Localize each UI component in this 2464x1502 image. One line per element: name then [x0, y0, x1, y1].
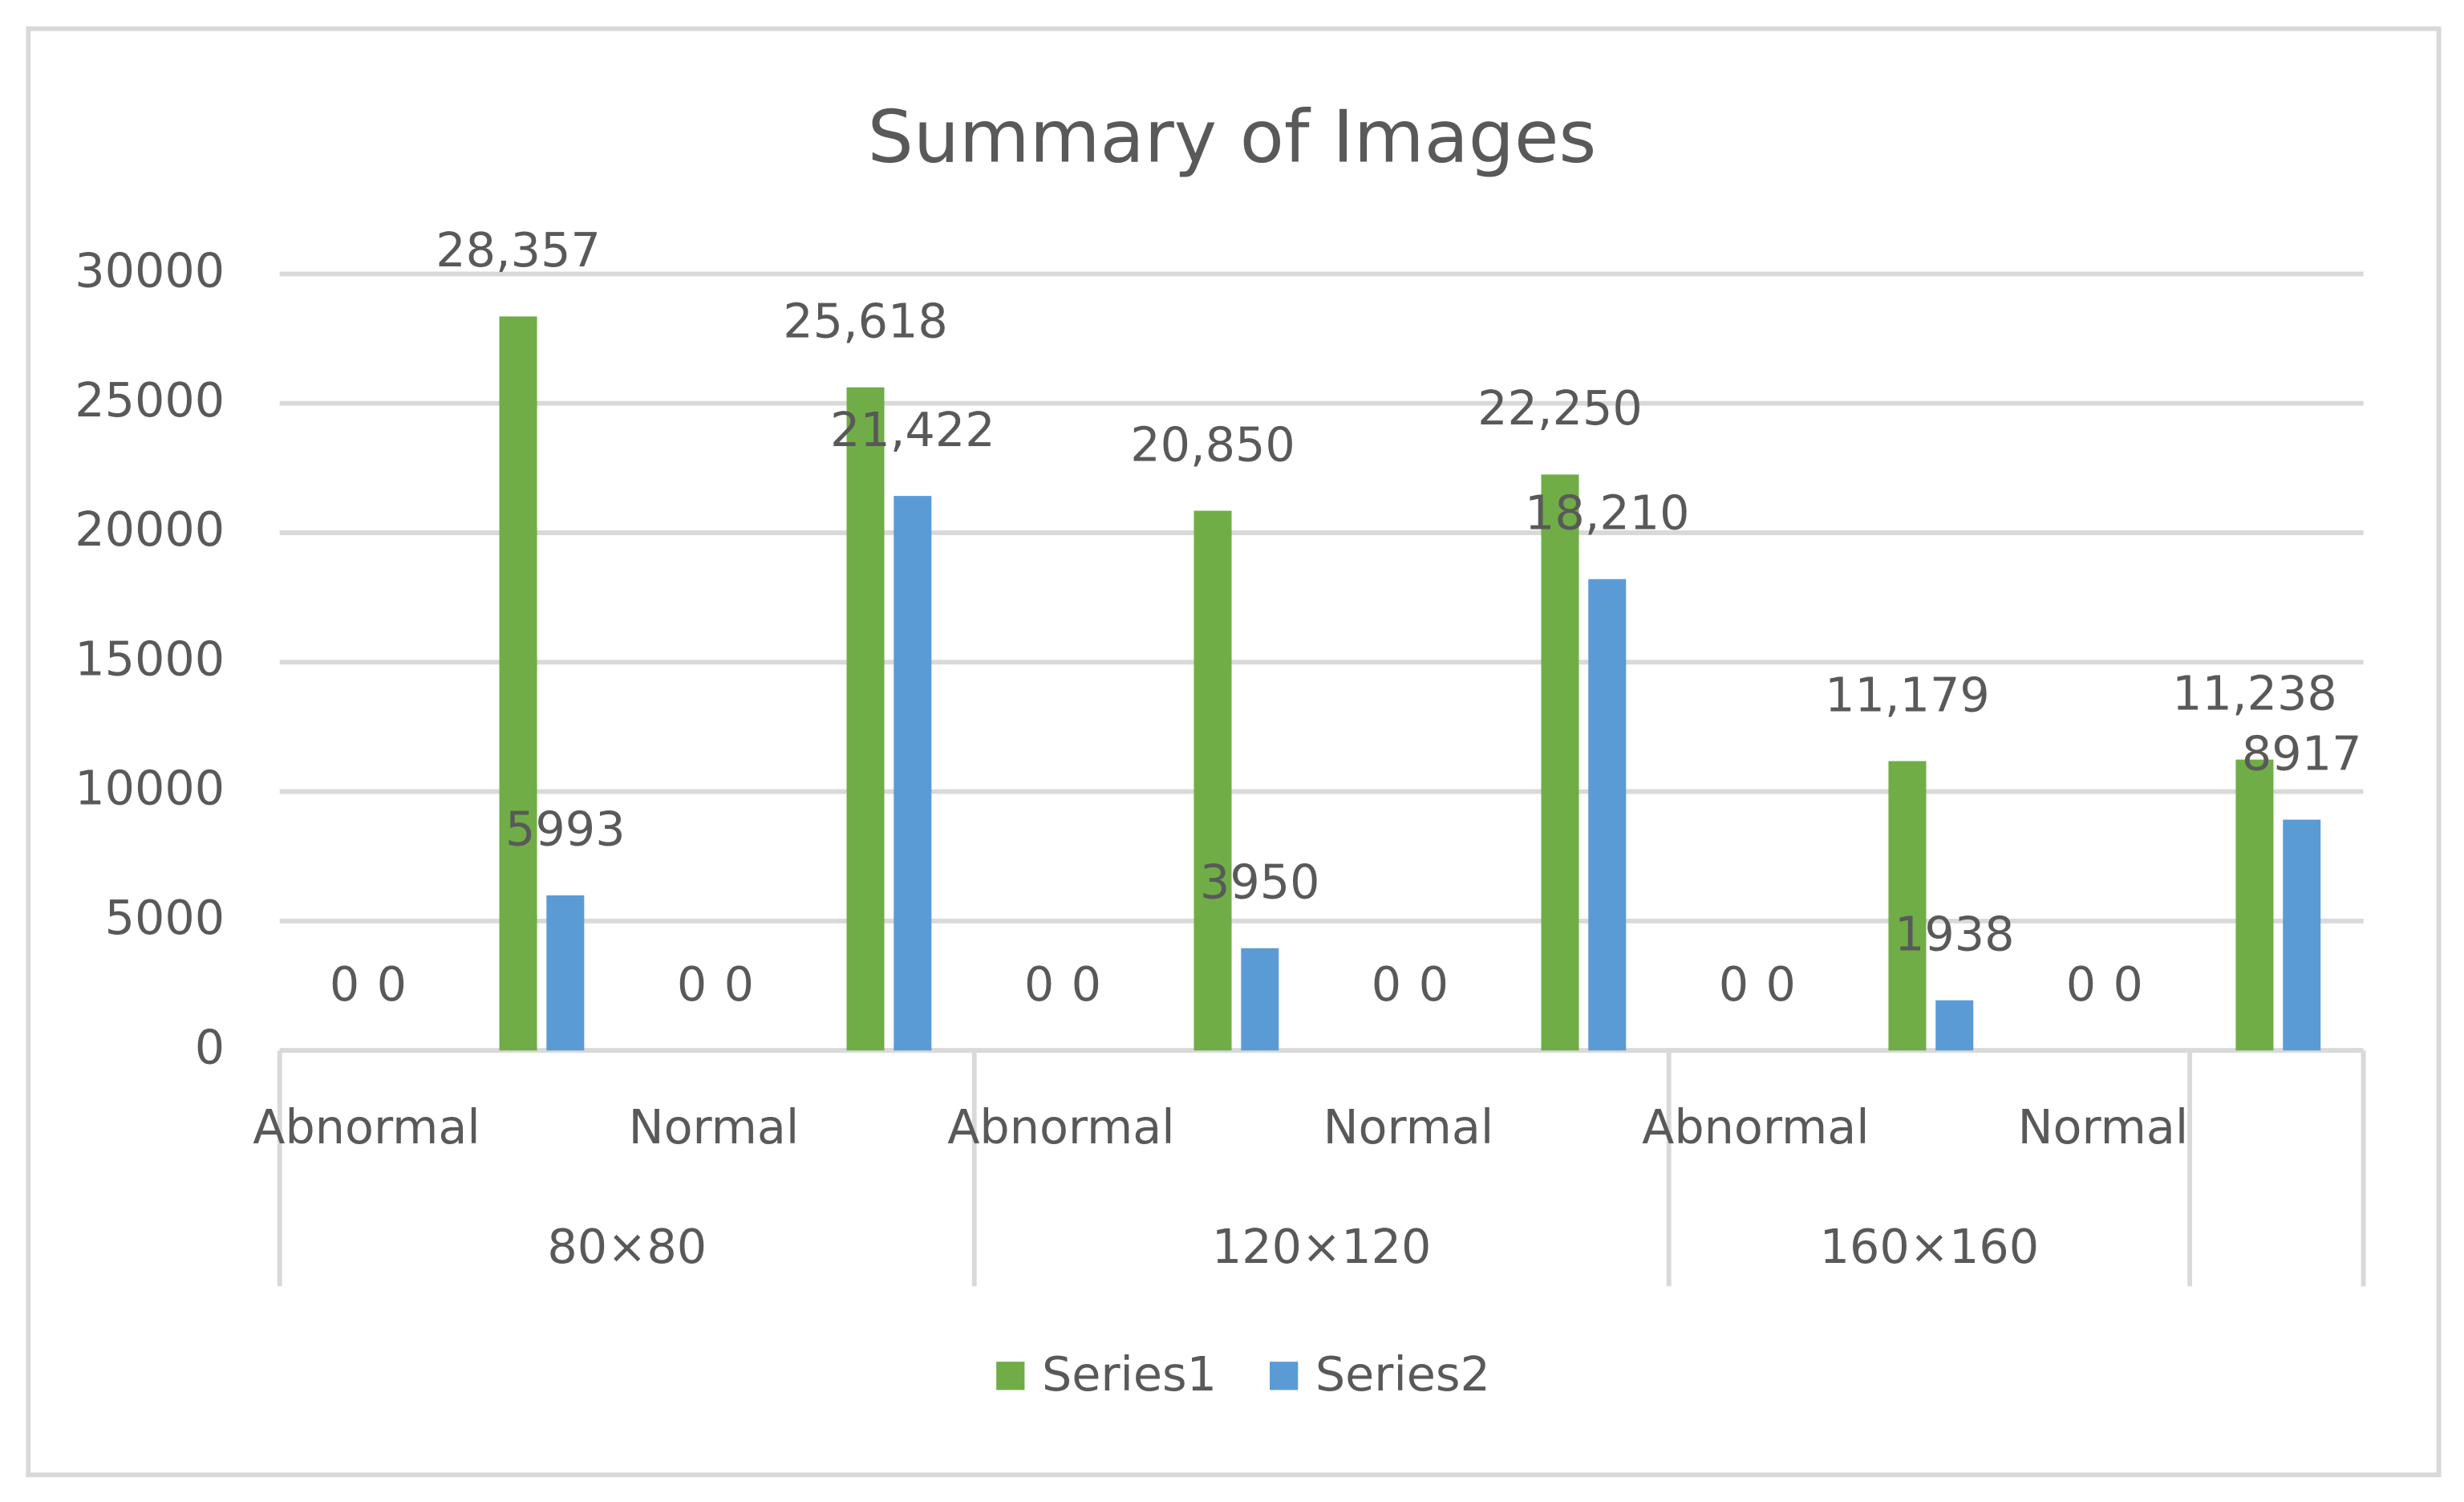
data-label: 22,250 — [1477, 380, 1643, 436]
bar — [1888, 761, 1927, 1051]
legend-swatch — [996, 1362, 1025, 1390]
data-label: 0 — [1766, 956, 1796, 1012]
x-tick-label: Abnormal — [1642, 1099, 1869, 1155]
data-label: 0 — [330, 956, 359, 1012]
bar — [1541, 474, 1579, 1051]
data-label: 8917 — [2242, 725, 2362, 781]
x-tick-label: Abnormal — [253, 1099, 480, 1155]
bar — [499, 316, 537, 1051]
data-label: 0 — [377, 956, 407, 1012]
data-label: 28,357 — [436, 222, 601, 278]
data-label: 0 — [1419, 956, 1449, 1012]
y-tick-label: 15000 — [75, 631, 225, 686]
data-label: 3950 — [1200, 855, 1320, 910]
data-label: 11,179 — [1825, 667, 1990, 722]
data-label: 18,210 — [1525, 485, 1690, 540]
x-tick-label: Abnormal — [947, 1099, 1174, 1155]
y-tick-label: 0 — [195, 1019, 225, 1074]
bar — [2283, 819, 2321, 1051]
chart-title: Summary of Images — [868, 95, 1597, 180]
data-label: 0 — [1719, 956, 1749, 1012]
legend-label: Series1 — [1042, 1346, 1217, 1402]
group-label: 80×80 — [547, 1219, 707, 1274]
legend-swatch — [1270, 1362, 1299, 1390]
chart-border — [26, 26, 2442, 1478]
legend-label: Series2 — [1315, 1346, 1490, 1402]
y-tick-label: 25000 — [75, 372, 225, 428]
data-label: 0 — [724, 956, 754, 1012]
bar — [2235, 759, 2274, 1051]
data-label: 25,618 — [783, 293, 948, 348]
data-label: 0 — [1072, 956, 1101, 1012]
y-tick-label: 5000 — [105, 890, 225, 945]
data-label: 0 — [677, 956, 707, 1012]
bar — [846, 387, 885, 1051]
y-tick-label: 20000 — [75, 501, 225, 557]
data-label: 0 — [1372, 956, 1401, 1012]
bar — [1935, 1000, 1974, 1051]
bar — [546, 895, 585, 1051]
x-tick-label: Normal — [1323, 1099, 1494, 1155]
group-label: 160×160 — [1820, 1219, 2040, 1274]
bar — [1194, 510, 1232, 1051]
x-tick-label: Normal — [2018, 1099, 2189, 1155]
y-tick-label: 30000 — [75, 242, 225, 298]
y-tick-label: 10000 — [75, 761, 225, 816]
bar — [1241, 948, 1279, 1051]
data-label: 11,238 — [2172, 665, 2337, 721]
data-label: 1938 — [1895, 906, 2015, 961]
data-label: 5993 — [505, 802, 626, 857]
data-label: 0 — [1024, 956, 1054, 1012]
data-label: 21,422 — [830, 402, 995, 457]
bar — [894, 496, 932, 1051]
x-tick-label: Normal — [629, 1099, 800, 1155]
data-label: 0 — [2066, 956, 2096, 1012]
data-label: 0 — [2113, 956, 2143, 1012]
bar — [1588, 578, 1627, 1051]
group-label: 120×120 — [1212, 1219, 1432, 1274]
data-label: 20,850 — [1130, 416, 1295, 472]
